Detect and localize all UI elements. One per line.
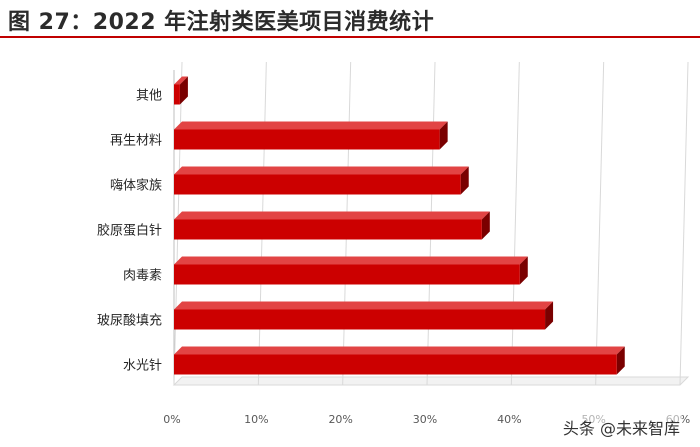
title-rule <box>0 36 700 38</box>
bar <box>174 121 448 150</box>
watermark: 头条 @未来智库 <box>560 415 682 439</box>
gridline <box>510 61 520 386</box>
floor-plane <box>172 376 690 386</box>
bar-side-face <box>481 211 490 240</box>
category-label: 其他 <box>136 89 162 104</box>
gridline <box>595 61 605 386</box>
bar <box>174 76 188 105</box>
bar-front-face <box>174 264 520 285</box>
bar <box>174 211 490 240</box>
chart-title: 图 27：2022 年注射类医美项目消费统计 <box>8 10 435 35</box>
category-label: 玻尿酸填充 <box>97 313 162 329</box>
bar <box>174 301 554 330</box>
bar-front-face <box>174 354 617 375</box>
bar <box>174 346 625 375</box>
bar-front-face <box>174 84 180 105</box>
bar-side-face <box>460 166 469 195</box>
bars <box>174 76 625 375</box>
category-label: 肉毒素 <box>123 269 162 284</box>
bar-side-face <box>179 76 188 105</box>
bar-top-face <box>174 211 490 220</box>
category-label: 嗨体家族 <box>110 178 162 194</box>
bar-top-face <box>174 121 448 130</box>
bar-front-face <box>174 174 461 195</box>
bar <box>174 256 528 285</box>
category-label: 胶原蛋白针 <box>97 223 162 239</box>
bar-top-face <box>174 346 625 355</box>
bar-top-face <box>174 301 554 310</box>
bar-side-face <box>545 301 554 330</box>
x-tick-label: 20% <box>328 413 352 426</box>
bar-side-face <box>519 256 528 285</box>
gridline <box>679 61 689 386</box>
bar-side-face <box>616 346 625 375</box>
bar-top-face <box>174 76 188 85</box>
x-tick-label: 10% <box>244 413 268 426</box>
category-label: 水光针 <box>123 359 162 374</box>
x-tick-label: 30% <box>413 413 437 426</box>
bar-front-face <box>174 309 546 330</box>
category-label: 再生材料 <box>110 134 162 149</box>
bar-top-face <box>174 166 469 175</box>
x-tick-label: 0% <box>163 413 180 426</box>
x-tick-label: 40% <box>497 413 521 426</box>
bar-top-face <box>174 256 528 265</box>
bar-side-face <box>439 121 448 150</box>
bar-front-face <box>174 219 482 240</box>
bar-front-face <box>174 129 440 150</box>
bar <box>174 166 469 195</box>
